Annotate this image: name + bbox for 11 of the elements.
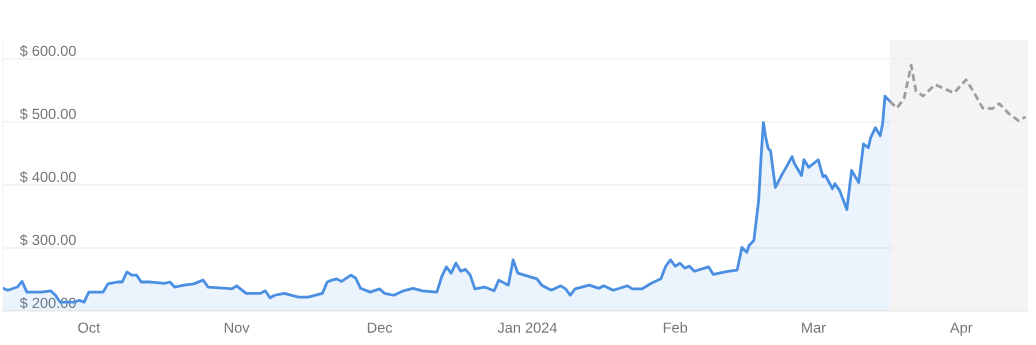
x-tick-label: Apr <box>949 322 973 336</box>
x-tick-label: Nov <box>224 322 250 333</box>
x-tick-label: Jan 2024 <box>497 322 557 333</box>
y-tick-label: $ 500.00 <box>19 108 76 120</box>
y-tick-label: $ 400.00 <box>19 171 76 183</box>
x-tick-label: Dec <box>367 322 393 333</box>
x-tick-label: Mar <box>802 322 826 333</box>
x-tick-label: Oct <box>78 322 101 333</box>
y-tick-label: $ 300.00 <box>19 234 76 246</box>
y-tick-label: $ 600.00 <box>19 45 76 57</box>
x-tick-label: Feb <box>663 322 688 333</box>
